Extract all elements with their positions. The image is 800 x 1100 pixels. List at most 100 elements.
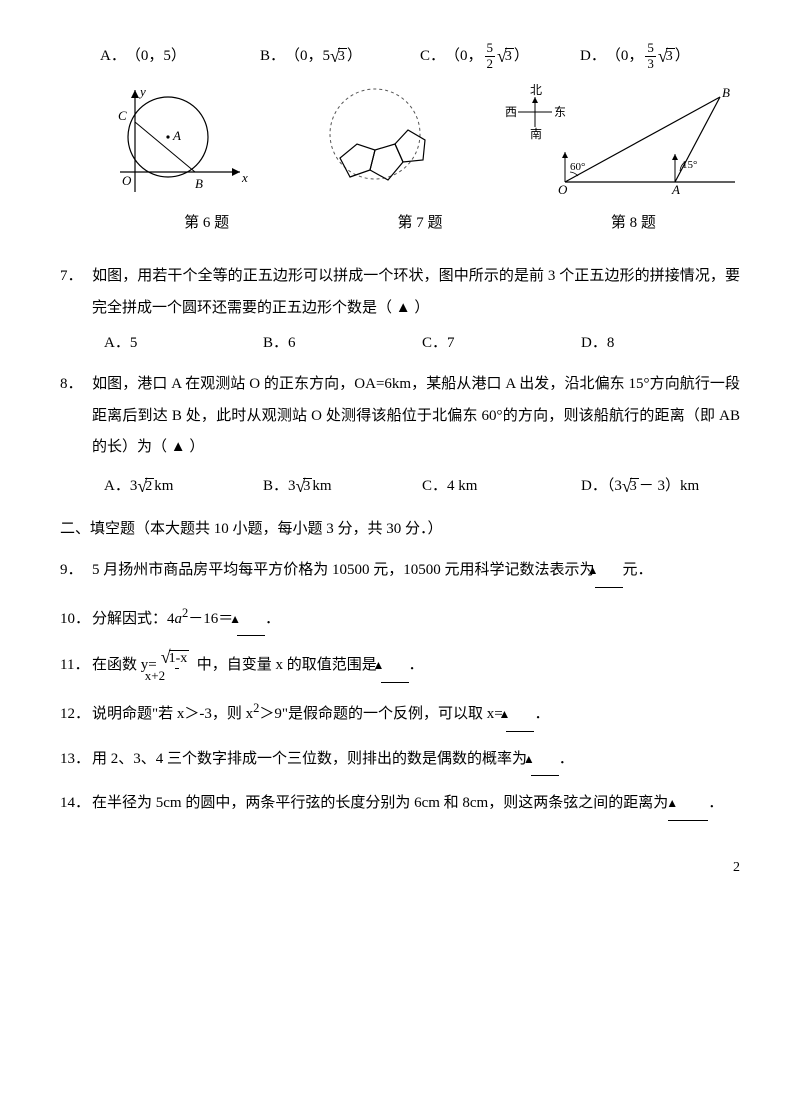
q7-opt-c: C．7 — [422, 330, 581, 357]
question-14: 14．在半径为 5cm 的圆中，两条平行弦的长度分别为 6cm 和 8cm，则这… — [60, 788, 740, 821]
fig7-svg — [295, 82, 455, 202]
answer-blank: ▲ — [595, 555, 623, 588]
q-text: 如图，用若干个全等的正五边形可以拼成一个环状，图中所示的是前 3 个正五边形的拼… — [92, 268, 740, 316]
fig6-caption: 第 6 题 — [100, 210, 313, 237]
q-text: 如图，港口 A 在观测站 O 的正东方向，OA=6km，某船从港口 A 出发，沿… — [92, 376, 740, 455]
svg-text:O: O — [558, 182, 568, 197]
q-suffix: ． — [265, 611, 280, 627]
opt-suffix: ） — [347, 43, 362, 70]
svg-text:西: 西 — [505, 105, 517, 119]
figure-captions: 第 6 题 第 7 题 第 8 题 — [100, 210, 740, 237]
figure-7 — [295, 82, 455, 202]
question-9: 9．5 月扬州市商品房平均每平方价格为 10500 元，10500 元用科学记数… — [60, 555, 740, 588]
opt-label: B． — [260, 43, 285, 70]
variable: a — [175, 611, 183, 627]
fraction: 52 — [485, 41, 496, 71]
q-suffix: ． — [559, 751, 574, 767]
svg-text:东: 东 — [554, 105, 566, 119]
q-text: 在函数 — [92, 657, 141, 673]
opt-suffix: ） — [514, 43, 529, 70]
q-number: 14． — [60, 788, 92, 820]
sqrt-icon: √2 — [137, 470, 154, 502]
page-number: 2 — [60, 855, 740, 880]
q7-options: A．5 B．6 C．7 D．8 — [60, 330, 740, 357]
opt-suffix: ） — [675, 43, 690, 70]
svg-text:A: A — [172, 128, 181, 143]
opt-unit: km — [154, 473, 173, 500]
question-7: 7．如图，用若干个全等的正五边形可以拼成一个环状，图中所示的是前 3 个正五边形… — [60, 261, 740, 324]
q-number: 11． — [60, 650, 92, 682]
svg-text:60°: 60° — [570, 161, 585, 173]
q-mid: ＞9"是假命题的一个反例，可以取 x= — [259, 706, 506, 722]
opt-prefix: （0， — [606, 43, 644, 70]
svg-text:O: O — [122, 173, 132, 188]
opt-suffix: － 3）km — [639, 473, 699, 500]
opt-prefix: （0， — [445, 43, 483, 70]
question-8: 8．如图，港口 A 在观测站 O 的正东方向，OA=6km，某船从港口 A 出发… — [60, 369, 740, 464]
q-suffix: ． — [409, 657, 424, 673]
opt-label: C． — [420, 43, 445, 70]
opt-label: D． — [580, 43, 606, 70]
fig8-caption: 第 8 题 — [527, 210, 740, 237]
svg-text:B: B — [195, 176, 203, 191]
q6-opt-d: D． （0， 53 √3 ） — [580, 40, 740, 72]
q-text: 在半径为 5cm 的圆中，两条平行弦的长度分别为 6cm 和 8cm，则这两条弦… — [92, 795, 668, 811]
opt-label: A．3 — [104, 473, 137, 500]
opt-unit: km — [312, 473, 331, 500]
q-number: 8． — [60, 369, 92, 401]
section-2-heading: 二、填空题（本大题共 10 小题，每小题 3 分，共 30 分．） — [60, 516, 740, 543]
svg-text:南: 南 — [530, 126, 542, 141]
q-number: 13． — [60, 744, 92, 776]
q6-opt-c: C． （0， 52 √3 ） — [420, 40, 580, 72]
q8-opt-d: D．（3 √3 － 3）km — [581, 470, 740, 502]
figures-row: A O x y C B 北 南 西 东 — [100, 82, 740, 202]
answer-blank: ▲ — [506, 699, 534, 732]
answer-blank: ▲ — [531, 744, 559, 777]
sqrt-icon: √3 — [330, 40, 347, 72]
answer-blank: ▲ — [381, 650, 409, 683]
q7-opt-a: A．5 — [104, 330, 263, 357]
opt-prefix: （0，5 — [285, 43, 330, 70]
q-number: 12． — [60, 699, 92, 731]
q-suffix: ． — [534, 706, 549, 722]
question-10: 10．分解因式：4a2－16＝ ▲． — [60, 600, 740, 637]
q8-opt-c: C．4 km — [422, 470, 581, 502]
figure-8: 北 南 西 东 60° 15° O A B — [500, 82, 740, 202]
sqrt-icon: √3 — [622, 470, 639, 502]
svg-text:x: x — [241, 170, 248, 185]
svg-text:B: B — [722, 85, 730, 100]
q-mid: 中，自变量 x 的取值范围是 — [197, 657, 381, 673]
fig7-caption: 第 7 题 — [313, 210, 526, 237]
q8-opt-b: B．3 √3 km — [263, 470, 422, 502]
q-suffix: 元． — [623, 562, 653, 578]
answer-blank: ▲ — [668, 788, 708, 821]
fraction: √1-xx+2 — [159, 648, 195, 683]
opt-value: （0，5） — [126, 43, 186, 70]
sqrt-icon: √3 — [658, 40, 675, 72]
q-number: 7． — [60, 261, 92, 293]
q6-opt-a: A． （0，5） — [100, 43, 260, 70]
q6-opt-b: B． （0，5 √3 ） — [260, 40, 420, 72]
q7-opt-b: B．6 — [263, 330, 422, 357]
opt-label: A． — [100, 43, 126, 70]
svg-text:y: y — [138, 84, 146, 99]
figure-6: A O x y C B — [100, 82, 250, 202]
fig6-svg: A O x y C B — [100, 82, 250, 202]
fraction: 53 — [645, 41, 656, 71]
sqrt-icon: √3 — [296, 470, 313, 502]
q-suffix: ． — [708, 795, 723, 811]
question-12: 12．说明命题"若 x＞-3，则 x2＞9"是假命题的一个反例，可以取 x= ▲… — [60, 695, 740, 732]
q8-opt-a: A．3 √2 km — [104, 470, 263, 502]
svg-text:A: A — [671, 182, 680, 197]
svg-text:C: C — [118, 108, 127, 123]
question-13: 13．用 2、3、4 三个数字排成一个三位数，则排出的数是偶数的概率为 ▲． — [60, 744, 740, 777]
answer-blank: ▲ — [237, 604, 265, 637]
svg-text:北: 北 — [530, 83, 542, 97]
q-text: 分解因式：4 — [92, 611, 175, 627]
fig8-svg: 北 南 西 东 60° 15° O A B — [500, 82, 740, 202]
q6-options: A． （0，5） B． （0，5 √3 ） C． （0， 52 √3 ） D． … — [60, 40, 740, 72]
q-number: 9． — [60, 555, 92, 587]
opt-label: D．（3 — [581, 473, 622, 500]
q-text: 5 月扬州市商品房平均每平方价格为 10500 元，10500 元用科学记数法表… — [92, 562, 595, 578]
q-text: 说明命题"若 x＞-3，则 x — [92, 706, 253, 722]
